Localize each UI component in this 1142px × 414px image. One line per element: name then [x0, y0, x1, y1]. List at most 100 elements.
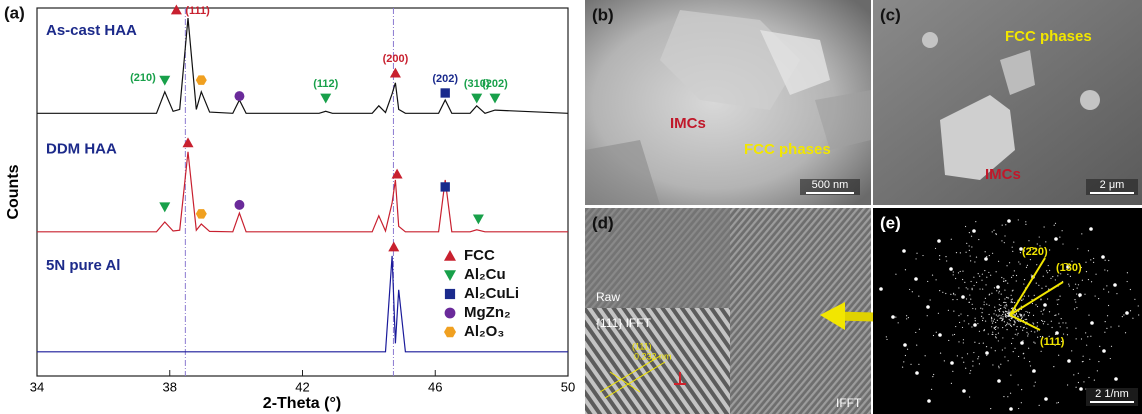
xrd-chart: (a) 2-Theta (°) Counts 3438424650As-cast…: [4, 3, 575, 412]
noise-dot: [974, 342, 975, 343]
noise-dot: [994, 287, 995, 288]
noise-dot: [1075, 284, 1076, 285]
noise-dot: [986, 277, 987, 278]
noise-dot: [1017, 334, 1018, 335]
noise-dot: [1041, 311, 1042, 312]
noise-dot: [1004, 289, 1005, 290]
diffraction-spot: [1113, 283, 1117, 287]
diffraction-spot: [1102, 349, 1106, 353]
noise-dot: [999, 304, 1000, 305]
diffraction-spot: [1101, 255, 1105, 259]
noise-dot: [982, 274, 983, 275]
noise-dot: [1021, 389, 1022, 390]
noise-dot: [1059, 296, 1060, 297]
annotation: (111): [1040, 336, 1065, 348]
noise-dot: [972, 308, 973, 309]
diffraction-spot: [972, 229, 976, 233]
phase-marker: [445, 289, 455, 299]
noise-dot: [1028, 240, 1029, 241]
phase-marker: [390, 68, 401, 78]
noise-dot: [978, 356, 979, 357]
scale-bar-label: 2 μm: [1100, 179, 1125, 191]
annotation: FCC phases: [1005, 28, 1092, 45]
noise-dot: [1093, 258, 1094, 259]
noise-dot: [992, 253, 993, 254]
annotation: (2̄20): [1022, 246, 1048, 258]
noise-dot: [983, 318, 984, 319]
noise-dot: [952, 334, 953, 335]
noise-dot: [1041, 288, 1042, 289]
noise-dot: [1024, 327, 1025, 328]
noise-dot: [1075, 328, 1076, 329]
noise-dot: [966, 287, 967, 288]
noise-dot: [1105, 260, 1106, 261]
noise-dot: [925, 355, 926, 356]
diffraction-spot: [950, 361, 954, 365]
noise-dot: [1007, 322, 1008, 323]
noise-dot: [1089, 359, 1090, 360]
noise-dot: [918, 364, 919, 365]
noise-dot: [1103, 289, 1104, 290]
noise-dot: [1078, 382, 1079, 383]
noise-dot: [1006, 329, 1007, 330]
noise-dot: [1061, 318, 1062, 319]
noise-dot: [1105, 321, 1106, 322]
noise-dot: [1041, 351, 1042, 352]
y-axis-label: Counts: [5, 164, 22, 219]
noise-dot: [1003, 302, 1004, 303]
noise-dot: [1033, 341, 1034, 342]
noise-dot: [969, 396, 970, 397]
noise-dot: [963, 339, 964, 340]
annotation: (1̄30): [1056, 262, 1082, 274]
diffraction-spot: [997, 379, 1001, 383]
noise-dot: [1003, 278, 1004, 279]
noise-dot: [1077, 248, 1078, 249]
annotation: IMCs: [985, 166, 1021, 183]
noise-dot: [1018, 408, 1019, 409]
noise-dot: [907, 349, 908, 350]
noise-dot: [976, 282, 977, 283]
noise-dot: [992, 364, 993, 365]
noise-dot: [1066, 327, 1067, 328]
diffraction-spot: [1067, 359, 1071, 363]
noise-dot: [1030, 365, 1031, 366]
noise-dot: [1014, 302, 1015, 303]
noise-dot: [997, 320, 998, 321]
diffraction-spot: [938, 333, 942, 337]
noise-dot: [1020, 252, 1021, 253]
noise-dot: [1011, 299, 1012, 300]
noise-dot: [1095, 295, 1096, 296]
noise-dot: [960, 271, 961, 272]
noise-dot: [999, 315, 1000, 316]
noise-dot: [1104, 269, 1105, 270]
phase-marker: [234, 200, 244, 210]
noise-dot: [981, 280, 982, 281]
noise-dot: [1047, 324, 1048, 325]
noise-dot: [1088, 250, 1089, 251]
noise-dot: [1021, 317, 1022, 318]
noise-dot: [960, 313, 961, 314]
noise-dot: [1018, 219, 1019, 220]
noise-dot: [979, 276, 980, 277]
noise-dot: [1019, 263, 1020, 264]
noise-dot: [1098, 361, 1099, 362]
noise-dot: [1026, 319, 1027, 320]
noise-dot: [1059, 237, 1060, 238]
noise-dot: [986, 256, 987, 257]
noise-dot: [1006, 304, 1007, 305]
noise-dot: [1032, 303, 1033, 304]
noise-dot: [1023, 298, 1024, 299]
series-label: 5N pure Al: [46, 257, 120, 274]
noise-dot: [996, 271, 997, 272]
noise-dot: [1111, 346, 1112, 347]
diffraction-spot: [996, 285, 1000, 289]
diffraction-spot: [891, 315, 895, 319]
noise-dot: [982, 320, 983, 321]
noise-dot: [974, 261, 975, 262]
noise-dot: [971, 326, 972, 327]
noise-dot: [979, 288, 980, 289]
noise-dot: [968, 323, 969, 324]
noise-dot: [1071, 350, 1072, 351]
noise-dot: [962, 327, 963, 328]
legend-label: Al₂O₃: [464, 323, 504, 340]
